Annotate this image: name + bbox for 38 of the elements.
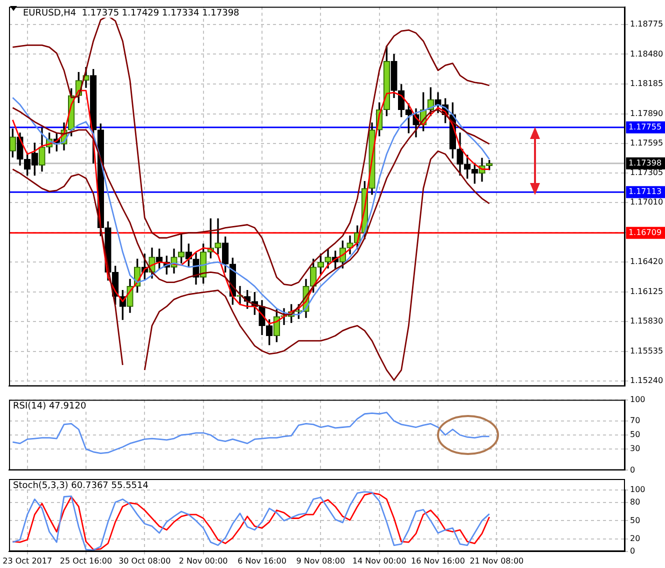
chart-title: EURUSD,H4 1.17375 1.17429 1.17334 1.17398 [23,8,240,19]
y-tick-label: 0 [630,546,636,556]
y-tick-label: 80 [630,497,640,506]
ref-line-label: 1.17755 [628,122,662,132]
x-tick-label: 30 Oct 08:00 [118,556,171,566]
y-tick-label: 1.18185 [630,79,664,88]
y-tick-label: 1.15240 [630,376,664,386]
ref-line-label: 1.17398 [628,158,662,168]
y-tick-label: 70 [630,416,640,425]
y-tick-label: 30 [630,444,640,454]
chart-title: Stoch(5,3,3) 60.7367 55.5514 [13,480,149,491]
y-tick-label: 1.16125 [630,286,664,296]
x-tick-label: 2 Nov 00:00 [178,556,228,566]
x-tick-label: 23 Oct 2017 [2,556,52,566]
x-tick-label: 21 Nov 08:00 [470,556,524,566]
x-tick-label: 16 Nov 16:00 [411,556,465,566]
x-tick-label: 25 Oct 16:00 [60,556,112,566]
y-tick-label: 100 [630,394,646,404]
y-tick-label: 0 [630,465,636,474]
y-tick-label: 1.17890 [630,108,664,118]
x-tick-label: 6 Nov 16:00 [238,556,286,566]
y-tick-label: 1.17595 [630,138,664,148]
chart-title: RSI(14) 47.9120 [13,402,86,412]
ref-line-label: 1.17113 [628,187,662,196]
y-tick-label: 1.18775 [630,20,664,29]
y-tick-label: 1.18480 [630,49,664,58]
y-tick-label: 1.17305 [630,168,664,177]
y-tick-label: 1.15830 [630,316,664,326]
y-tick-label: 1.17010 [630,198,664,207]
x-tick-label: 14 Nov 00:00 [352,556,406,566]
y-tick-label: 1.15535 [630,346,664,356]
y-tick-label: 100 [630,485,646,494]
y-tick-label: 50 [630,516,640,525]
ref-line-label: 1.16709 [628,228,662,238]
x-tick-label: 9 Nov 08:00 [296,556,346,566]
y-tick-label: 20 [630,534,640,544]
y-tick-label: 1.16420 [630,257,664,266]
y-tick-label: 50 [630,430,640,440]
